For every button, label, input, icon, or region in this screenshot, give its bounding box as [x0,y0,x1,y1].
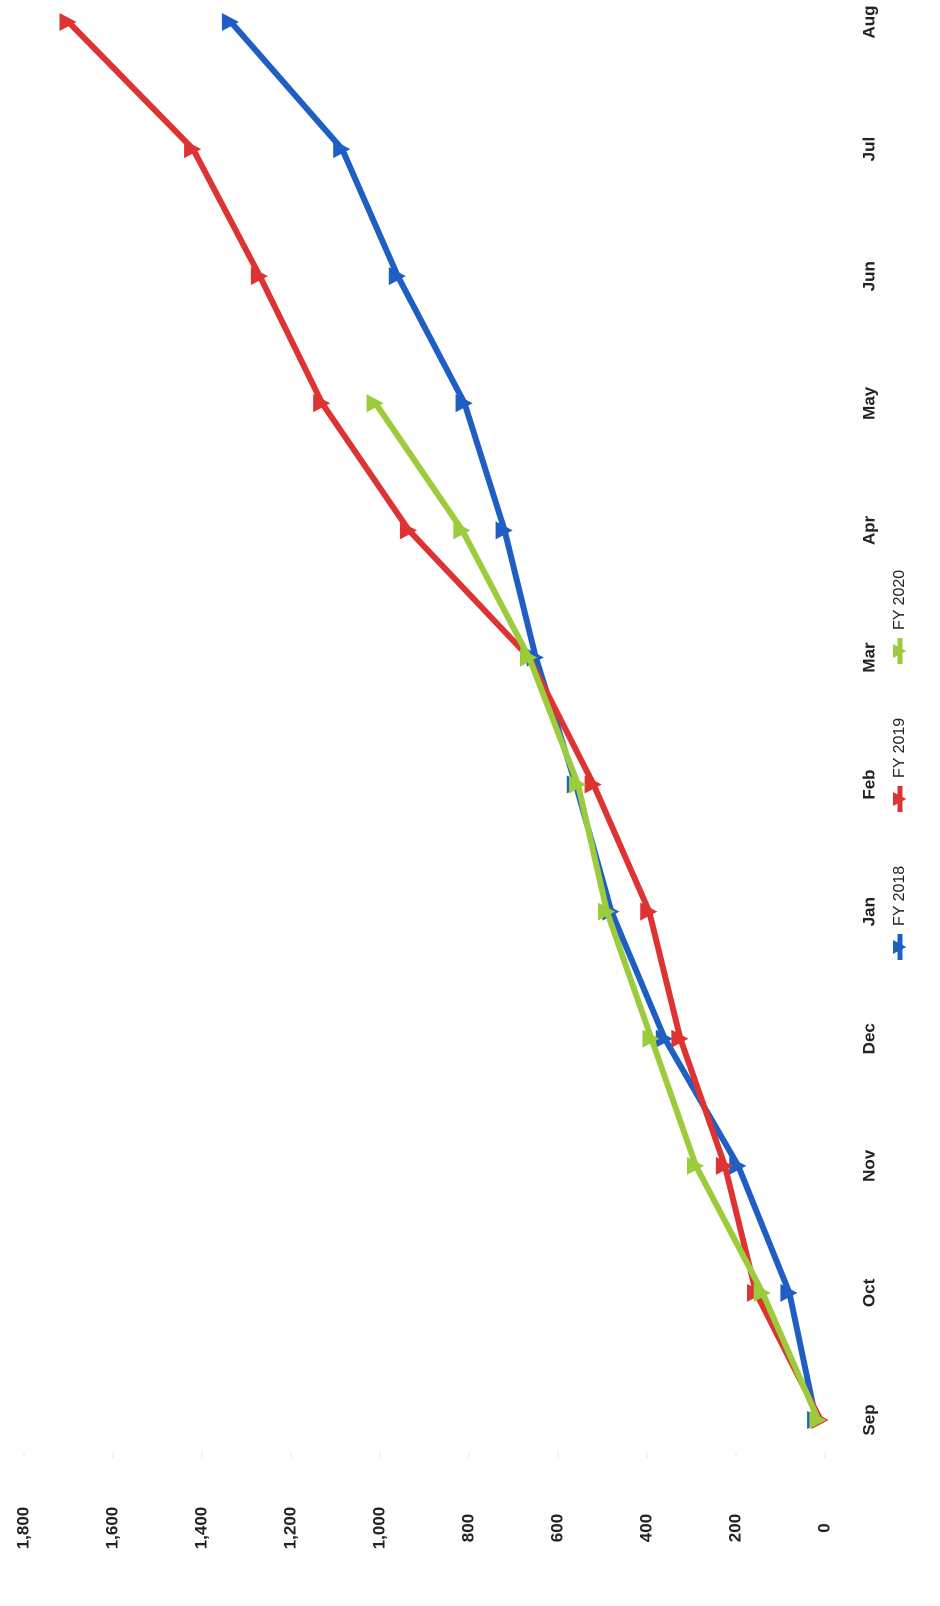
series-line [66,19,824,1422]
legend-marker [893,792,907,806]
marker [715,1156,733,1175]
marker [388,267,406,286]
marker [455,394,473,413]
marker [640,902,658,921]
legend-label: FY 2018 [891,866,908,926]
y-tick-label: 200 [725,1514,744,1542]
marker [495,521,513,540]
legend-marker [893,644,907,658]
series-line [373,401,822,1422]
series-line [228,20,820,1421]
marker [520,648,538,667]
x-tick-label: Mar [859,642,878,673]
y-tick-label: 1,800 [13,1507,32,1550]
legend-label: FY 2019 [891,718,908,778]
marker [655,1029,673,1048]
marker [221,13,240,31]
x-tick-label: Jan [859,897,878,926]
y-tick-label: 600 [547,1514,566,1542]
x-tick-label: Apr [859,515,878,545]
marker [780,1283,798,1302]
marker [809,1411,827,1429]
marker [597,902,616,921]
marker [642,1029,660,1048]
y-tick-label: 1,400 [191,1507,210,1550]
y-tick-label: 1,000 [369,1507,388,1550]
marker [671,1029,689,1048]
y-tick-label: 0 [814,1523,833,1532]
marker [184,140,202,159]
y-tick-label: 1,200 [280,1507,299,1550]
x-tick-label: Aug [859,5,878,38]
x-tick-label: Feb [859,769,878,799]
legend-label: FY 2020 [891,570,908,630]
x-tick-label: May [859,386,878,420]
marker [753,1283,771,1302]
y-tick-label: 800 [458,1514,477,1542]
y-tick-label: 1,600 [102,1507,121,1550]
x-tick-label: Oct [859,1278,878,1307]
marker [453,521,471,540]
x-tick-label: Jun [859,261,878,291]
marker [569,775,587,794]
marker [686,1156,705,1175]
marker [59,13,77,31]
marker [333,140,351,159]
marker [250,267,268,286]
marker [366,394,384,413]
x-tick-label: Nov [859,1149,878,1182]
legend-marker [893,940,907,954]
marker [729,1156,747,1175]
marker [584,775,602,794]
marker [313,394,331,413]
x-tick-label: Dec [859,1023,878,1054]
x-tick-label: Jul [859,137,878,162]
x-tick-label: Sep [859,1404,878,1435]
y-tick-label: 400 [636,1514,655,1542]
marker [399,521,418,540]
